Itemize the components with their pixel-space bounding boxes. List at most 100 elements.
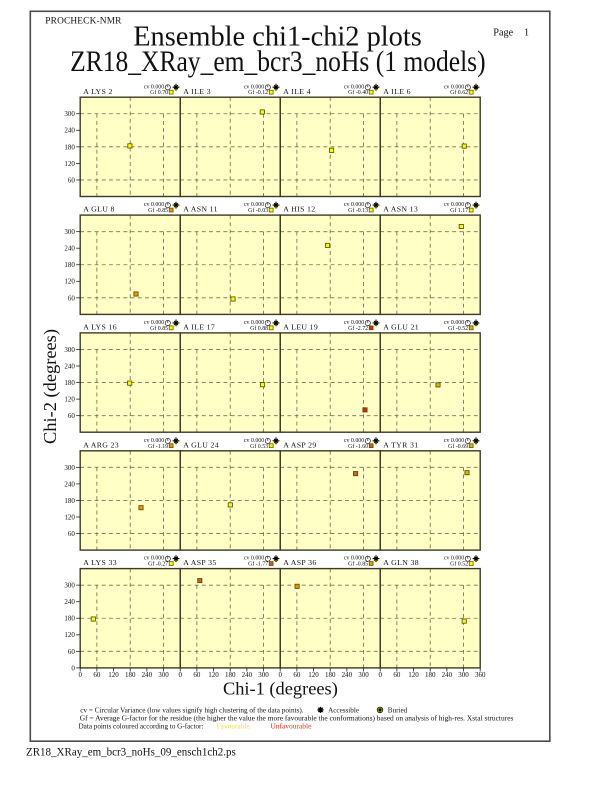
svg-text:120: 120 xyxy=(64,396,75,404)
svg-text:120: 120 xyxy=(64,278,75,286)
svg-text:120: 120 xyxy=(208,671,219,679)
svg-text:A LYS 2: A LYS 2 xyxy=(83,87,112,96)
svg-text:cv 0.000: cv 0.000 xyxy=(244,84,264,90)
svg-text:Gf -0.85: Gf -0.85 xyxy=(348,561,368,568)
svg-text:A GLN 38: A GLN 38 xyxy=(383,558,419,567)
svg-text:A ASN 13: A ASN 13 xyxy=(383,205,418,214)
svg-text:A GLU 21: A GLU 21 xyxy=(383,323,419,332)
svg-text:Gf -1.19: Gf -1.19 xyxy=(148,443,168,450)
svg-text:60: 60 xyxy=(68,648,76,656)
svg-text:300: 300 xyxy=(64,110,75,118)
svg-text:360: 360 xyxy=(475,671,486,679)
svg-text:A LEU 19: A LEU 19 xyxy=(283,323,318,332)
svg-text:A LYS 33: A LYS 33 xyxy=(83,558,117,567)
svg-text:240: 240 xyxy=(64,598,75,606)
svg-text:0: 0 xyxy=(71,664,75,672)
svg-text:Gf 0.53: Gf 0.53 xyxy=(250,443,268,450)
svg-text:Gf -1.60: Gf -1.60 xyxy=(348,443,368,450)
svg-text:300: 300 xyxy=(64,228,75,236)
svg-text:180: 180 xyxy=(64,143,75,151)
svg-text:cv 0.000: cv 0.000 xyxy=(444,320,464,326)
svg-text:cv 0.000: cv 0.000 xyxy=(144,84,164,90)
svg-text:Gf 1.17: Gf 1.17 xyxy=(450,207,468,214)
svg-text:1: 1 xyxy=(524,27,529,38)
svg-text:180: 180 xyxy=(225,671,236,679)
svg-text:A ILE 4: A ILE 4 xyxy=(283,87,311,96)
svg-text:300: 300 xyxy=(358,671,369,679)
svg-text:Gf 0.52: Gf 0.52 xyxy=(450,561,468,568)
svg-text:cv 0.000: cv 0.000 xyxy=(344,438,364,444)
svg-text:120: 120 xyxy=(64,513,75,521)
svg-text:cv = Circular Variance (low va: cv = Circular Variance (low values signi… xyxy=(80,706,303,714)
svg-text:cv 0.000: cv 0.000 xyxy=(244,320,264,326)
svg-text:Data points coloured according: Data points coloured according to G-fact… xyxy=(79,723,204,731)
svg-text:Gf -1.77: Gf -1.77 xyxy=(248,561,268,568)
svg-text:Ensemble chi1-chi2 plots: Ensemble chi1-chi2 plots xyxy=(133,22,422,53)
svg-text:180: 180 xyxy=(64,615,75,623)
svg-text:Gf -0.27: Gf -0.27 xyxy=(148,561,168,568)
svg-text:Gf 0.85: Gf 0.85 xyxy=(150,325,168,332)
svg-text:A ASP 35: A ASP 35 xyxy=(183,558,216,567)
svg-text:Favourable: Favourable xyxy=(217,723,250,731)
svg-text:cv 0.000: cv 0.000 xyxy=(244,556,264,562)
svg-text:180: 180 xyxy=(425,671,436,679)
svg-text:240: 240 xyxy=(64,245,75,253)
svg-text:120: 120 xyxy=(308,671,319,679)
svg-text:cv 0.000: cv 0.000 xyxy=(144,320,164,326)
svg-text:60: 60 xyxy=(68,176,76,184)
svg-text:60: 60 xyxy=(68,412,76,420)
svg-text:300: 300 xyxy=(64,582,75,590)
svg-text:A GLU 24: A GLU 24 xyxy=(183,440,219,449)
svg-text:120: 120 xyxy=(408,671,419,679)
svg-text:300: 300 xyxy=(258,671,269,679)
svg-text:A ASP 36: A ASP 36 xyxy=(283,558,316,567)
svg-text:A ARG 23: A ARG 23 xyxy=(83,440,119,449)
svg-text:A ILE 3: A ILE 3 xyxy=(183,87,211,96)
svg-text:cv 0.000: cv 0.000 xyxy=(344,556,364,562)
svg-text:Page: Page xyxy=(493,27,513,38)
svg-text:Gf -0.12: Gf -0.12 xyxy=(248,89,268,96)
svg-text:Chi-1 (degrees): Chi-1 (degrees) xyxy=(223,679,338,700)
svg-text:120: 120 xyxy=(64,631,75,639)
svg-text:Gf 0.62: Gf 0.62 xyxy=(450,89,468,96)
svg-text:Buried: Buried xyxy=(388,706,408,714)
svg-text:180: 180 xyxy=(64,261,75,269)
svg-text:Gf -0.85: Gf -0.85 xyxy=(148,207,168,214)
svg-text:PROCHECK-NMR: PROCHECK-NMR xyxy=(45,17,122,27)
svg-text:A TYR 31: A TYR 31 xyxy=(383,440,418,449)
svg-text:Unfavourable: Unfavourable xyxy=(270,723,311,731)
svg-text:240: 240 xyxy=(142,671,153,679)
svg-text:Accessible: Accessible xyxy=(328,706,359,714)
svg-text:cv 0.000: cv 0.000 xyxy=(344,202,364,208)
svg-text:120: 120 xyxy=(108,671,119,679)
svg-text:Gf -2.72: Gf -2.72 xyxy=(348,325,368,332)
svg-text:240: 240 xyxy=(442,671,453,679)
svg-text:0: 0 xyxy=(278,671,282,679)
svg-text:180: 180 xyxy=(64,379,75,387)
svg-text:A GLU 8: A GLU 8 xyxy=(83,205,114,214)
svg-text:0: 0 xyxy=(178,671,182,679)
svg-text:Chi-2 (degrees): Chi-2 (degrees) xyxy=(40,329,61,444)
svg-text:240: 240 xyxy=(242,671,253,679)
svg-text:60: 60 xyxy=(68,530,76,538)
svg-text:180: 180 xyxy=(64,497,75,505)
svg-text:240: 240 xyxy=(64,362,75,370)
svg-text:cv 0.000: cv 0.000 xyxy=(444,556,464,562)
svg-text:120: 120 xyxy=(64,160,75,168)
svg-text:A HIS 12: A HIS 12 xyxy=(283,205,315,214)
svg-text:300: 300 xyxy=(458,671,469,679)
svg-text:60: 60 xyxy=(68,294,76,302)
svg-text:Gf 0.88: Gf 0.88 xyxy=(250,325,268,332)
svg-text:60: 60 xyxy=(293,671,301,679)
svg-text:60: 60 xyxy=(393,671,401,679)
svg-text:ZR18_XRay_em_bcr3_noHs (1 mode: ZR18_XRay_em_bcr3_noHs (1 models) xyxy=(70,46,486,78)
svg-text:cv 0.000: cv 0.000 xyxy=(244,438,264,444)
svg-text:180: 180 xyxy=(325,671,336,679)
svg-text:cv 0.000: cv 0.000 xyxy=(244,202,264,208)
svg-text:cv 0.000: cv 0.000 xyxy=(144,556,164,562)
svg-text:A ASP 29: A ASP 29 xyxy=(283,440,316,449)
svg-text:Gf 0.70: Gf 0.70 xyxy=(150,89,168,96)
svg-text:60: 60 xyxy=(93,671,101,679)
svg-text:cv 0.000: cv 0.000 xyxy=(144,438,164,444)
svg-text:A LYS 16: A LYS 16 xyxy=(83,323,117,332)
